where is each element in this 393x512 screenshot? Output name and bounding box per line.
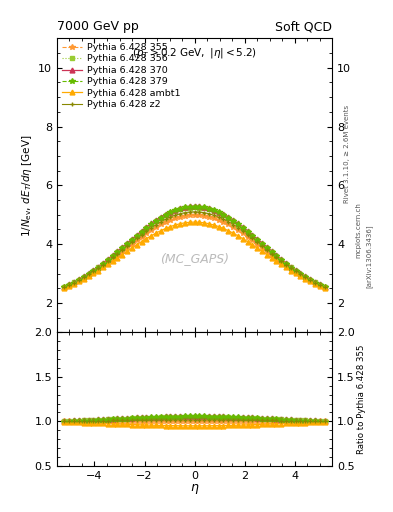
Text: Soft QCD: Soft QCD xyxy=(275,20,332,33)
Y-axis label: $1/N_\mathrm{ev},\, dE_T/d\eta$ [GeV]: $1/N_\mathrm{ev},\, dE_T/d\eta$ [GeV] xyxy=(20,134,34,237)
Text: [arXiv:1306.3436]: [arXiv:1306.3436] xyxy=(365,224,372,288)
Legend: Pythia 6.428 355, Pythia 6.428 356, Pythia 6.428 370, Pythia 6.428 379, Pythia 6: Pythia 6.428 355, Pythia 6.428 356, Pyth… xyxy=(60,41,183,111)
X-axis label: $\eta$: $\eta$ xyxy=(190,482,199,496)
Text: Rivet 3.1.10, ≥ 2.6M events: Rivet 3.1.10, ≥ 2.6M events xyxy=(344,104,350,203)
Text: $(p_T > 0.2\ \mathrm{GeV},\ |\eta| < 5.2)$: $(p_T > 0.2\ \mathrm{GeV},\ |\eta| < 5.2… xyxy=(132,46,257,60)
Y-axis label: Ratio to Pythia 6.428 355: Ratio to Pythia 6.428 355 xyxy=(358,345,367,454)
Text: (MC_GAPS): (MC_GAPS) xyxy=(160,252,229,265)
Text: 7000 GeV pp: 7000 GeV pp xyxy=(57,20,139,33)
Text: mcplots.cern.ch: mcplots.cern.ch xyxy=(356,202,362,259)
